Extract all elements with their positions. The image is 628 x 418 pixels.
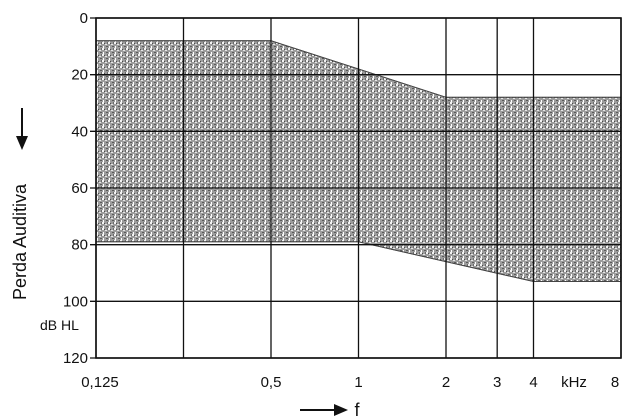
x-tick-label-3: 3 bbox=[493, 374, 501, 391]
x-tick-label-4: 4 bbox=[529, 374, 537, 391]
x-tick-label-1: 1 bbox=[354, 374, 362, 391]
plot-frame bbox=[95, 17, 622, 359]
x-tick-label-2: 2 bbox=[442, 374, 450, 391]
tick-label-layer: 0 20 40 60 80 100 120 0,125 0,5 1 2 3 4 8 bbox=[63, 10, 619, 391]
y-tick-label-20: 20 bbox=[71, 67, 88, 84]
x-tick-label-0_5: 0,5 bbox=[261, 374, 282, 391]
x-axis-title: f bbox=[354, 400, 360, 418]
grid-layer bbox=[90, 17, 622, 359]
y-tick-label-100: 100 bbox=[63, 293, 88, 310]
y-axis-arrow-head bbox=[16, 136, 28, 150]
y-tick-label-60: 60 bbox=[71, 180, 88, 197]
y-tick-label-0: 0 bbox=[80, 10, 88, 27]
y-axis-title: Perda Auditiva bbox=[10, 183, 30, 300]
y-tick-label-40: 40 bbox=[71, 123, 88, 140]
x-tick-label-8: 8 bbox=[611, 374, 619, 391]
x-unit-label: kHz bbox=[561, 374, 587, 391]
x-axis-arrow-head bbox=[334, 404, 348, 416]
y-tick-label-120: 120 bbox=[63, 350, 88, 367]
y-unit-label: dB HL bbox=[40, 317, 79, 333]
y-tick-label-80: 80 bbox=[71, 237, 88, 254]
axis-title-layer: Perda Auditiva dB HL kHz f bbox=[10, 108, 587, 418]
x-tick-label-0_125: 0,125 bbox=[81, 374, 119, 391]
